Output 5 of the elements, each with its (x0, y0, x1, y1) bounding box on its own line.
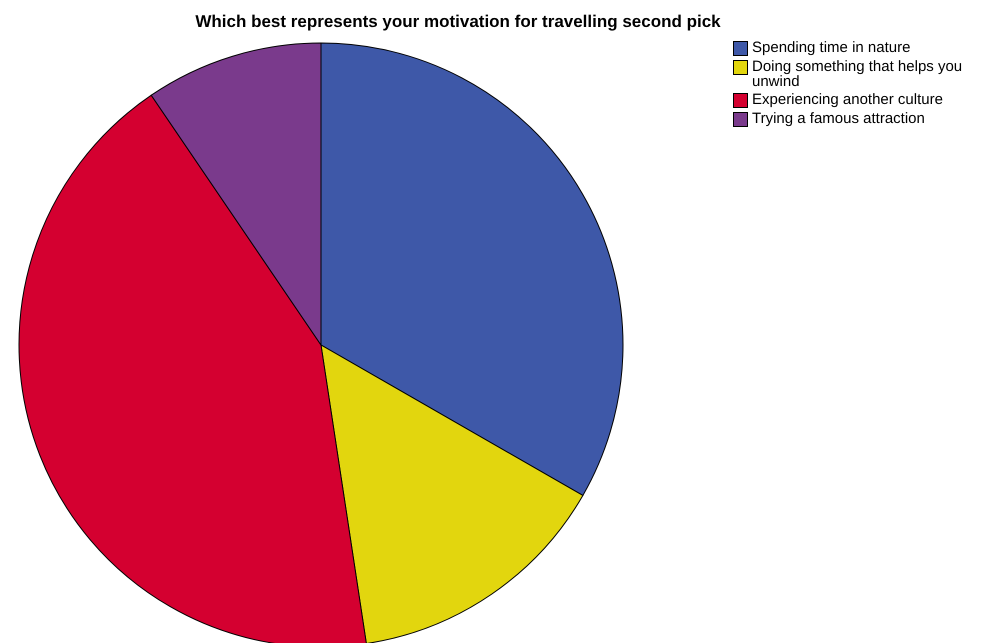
legend-label: Doing something that helps you unwind (752, 58, 964, 90)
legend-label: Trying a famous attraction (752, 110, 925, 127)
legend-label: Experiencing another culture (752, 91, 943, 108)
legend-label: Spending time in nature (752, 39, 910, 56)
chart-title: Which best represents your motivation for travelling second pick (194, 12, 722, 32)
